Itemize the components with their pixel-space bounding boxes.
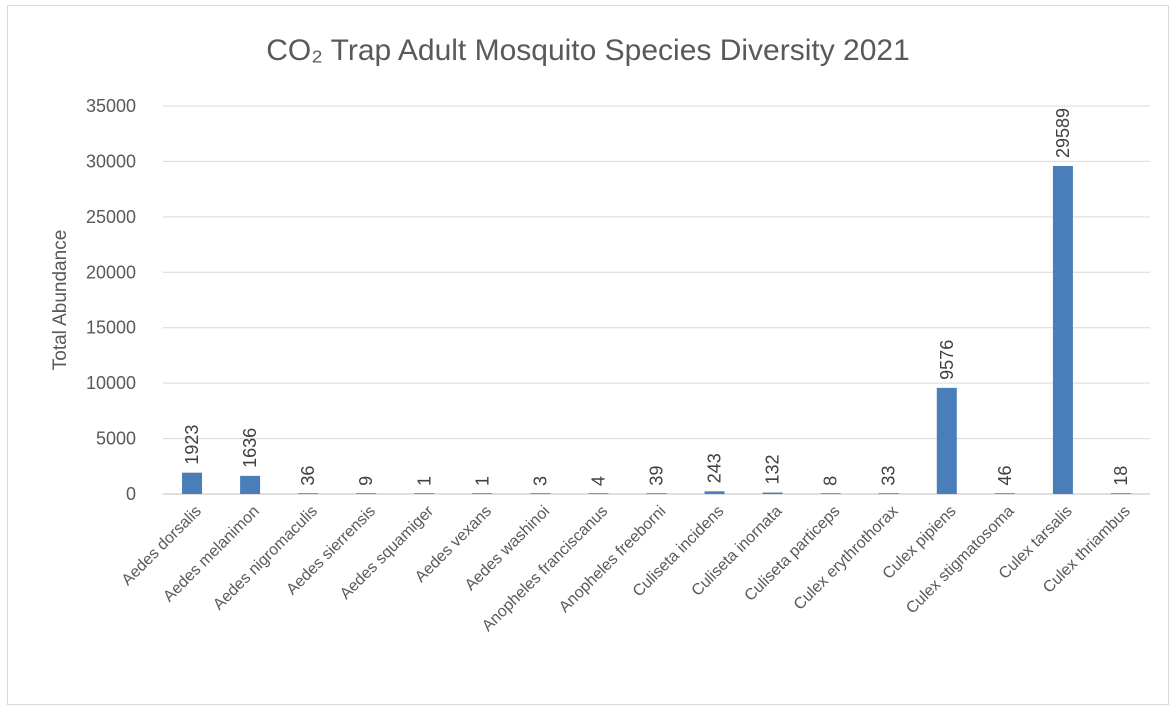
bar	[994, 493, 1015, 494]
y-tick-label: 20000	[86, 262, 136, 282]
data-label: 8	[821, 476, 841, 486]
bar	[820, 493, 841, 494]
chart-frame	[7, 5, 1169, 705]
bar	[356, 493, 377, 494]
data-label: 243	[705, 453, 725, 483]
bar	[298, 493, 319, 494]
data-label: 4	[588, 476, 608, 486]
y-tick-label: 0	[126, 484, 136, 504]
bar	[1052, 165, 1073, 494]
data-label: 1	[414, 476, 434, 486]
y-tick-label: 25000	[86, 207, 136, 227]
bar	[414, 493, 435, 494]
y-tick-label: 30000	[86, 151, 136, 171]
data-labels: 1923 1636 36 9 1 1 3 4 39 243 132 8 33 9576 46 29589 18	[182, 108, 1131, 486]
data-label: 18	[1111, 466, 1131, 486]
data-label: 3	[530, 476, 550, 486]
data-label: 1	[472, 476, 492, 486]
bar	[704, 491, 725, 494]
bar	[878, 493, 899, 494]
x-category-label: Culex stigmatosoma	[903, 503, 1018, 618]
chart-title: CO₂ Trap Adult Mosquito Species Diversit…	[266, 34, 910, 67]
y-tick-label: 35000	[86, 96, 136, 116]
bar	[936, 387, 957, 494]
data-label: 1636	[240, 428, 260, 468]
bar	[472, 493, 493, 494]
data-label: 132	[763, 454, 783, 484]
data-label: 9	[356, 476, 376, 486]
y-axis-label: Total Abundance	[50, 230, 71, 371]
x-category-label: Aedes melanimon	[160, 503, 263, 606]
data-label: 46	[995, 465, 1015, 485]
x-category-label: Anopheles freeborni	[556, 503, 669, 616]
bar	[240, 475, 261, 494]
y-tick-label: 15000	[86, 318, 136, 338]
bar	[1110, 493, 1131, 494]
data-label: 33	[879, 466, 899, 486]
data-label: 29589	[1053, 108, 1073, 158]
data-label: 9576	[937, 340, 957, 380]
gridlines	[163, 105, 1150, 495]
y-tick-labels: 0 5000 10000 15000 20000 25000 30000 35000	[86, 96, 136, 504]
y-tick-label: 5000	[96, 429, 136, 449]
bar	[182, 472, 203, 494]
bar	[646, 493, 667, 494]
y-tick-label: 10000	[86, 373, 136, 393]
x-category-label: Aedes nigromaculis	[210, 503, 321, 614]
data-label: 1923	[182, 425, 202, 465]
data-label: 36	[298, 466, 318, 486]
bar	[530, 493, 551, 494]
x-category-label: Culex erythrothorax	[791, 503, 902, 614]
data-label: 39	[647, 466, 667, 486]
bar	[762, 492, 783, 494]
bar	[588, 493, 609, 494]
bars	[182, 165, 1131, 494]
